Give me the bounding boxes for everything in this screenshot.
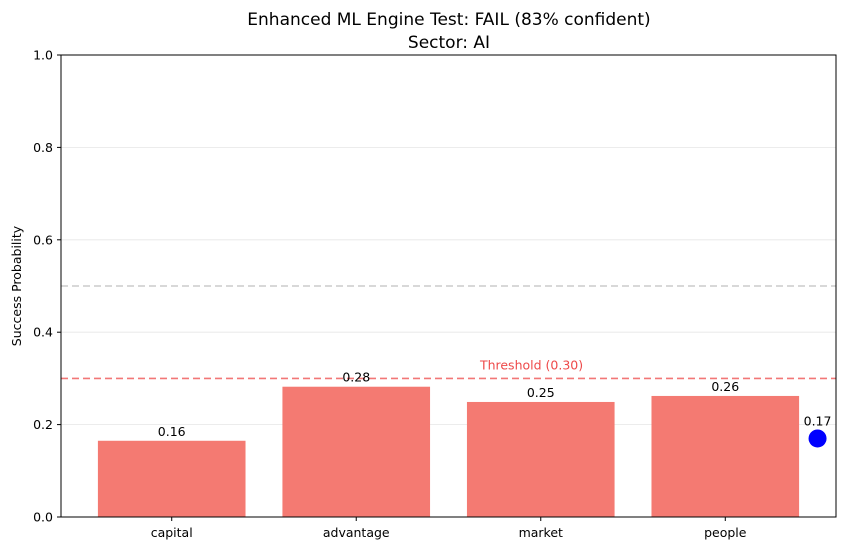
y-tick-label: 1.0 (33, 48, 53, 63)
overall-point (808, 429, 827, 448)
y-ticks: 0.0 0.2 0.4 0.6 0.8 1.0 (33, 48, 61, 525)
overall-point-group: 0.17 (804, 413, 832, 448)
x-tick-label: people (704, 525, 747, 540)
bar-value-label: 0.28 (342, 370, 370, 385)
bar-value-label: 0.16 (158, 424, 186, 439)
x-tick-label: market (519, 525, 563, 540)
bar-market (466, 401, 615, 517)
bar-people (651, 395, 800, 517)
bar-advantage (282, 386, 431, 517)
x-ticks: capital advantage market people (151, 517, 747, 540)
bar-value-label: 0.26 (711, 379, 739, 394)
data-labels: 0.16 0.28 0.25 0.26 (158, 370, 739, 439)
y-tick-label: 0.0 (33, 510, 53, 525)
y-axis-label: Success Probability (9, 225, 24, 346)
chart-title: Enhanced ML Engine Test: FAIL (83% confi… (247, 10, 650, 30)
plot-frame (60, 54, 837, 518)
x-tick-label: advantage (323, 525, 390, 540)
chart-subtitle: Sector: AI (408, 33, 490, 53)
y-tick-label: 0.2 (33, 417, 53, 432)
bars (97, 386, 800, 517)
y-tick-label: 0.8 (33, 140, 53, 155)
reference-lines: Threshold (0.30) (61, 285, 836, 380)
threshold-label: Threshold (0.30) (479, 357, 583, 372)
y-tick-label: 0.4 (33, 325, 53, 340)
x-tick-label: capital (151, 525, 193, 540)
overall-point-label: 0.17 (804, 413, 832, 428)
bar-capital (97, 440, 246, 517)
y-tick-label: 0.6 (33, 232, 53, 247)
bar-value-label: 0.25 (527, 385, 555, 400)
